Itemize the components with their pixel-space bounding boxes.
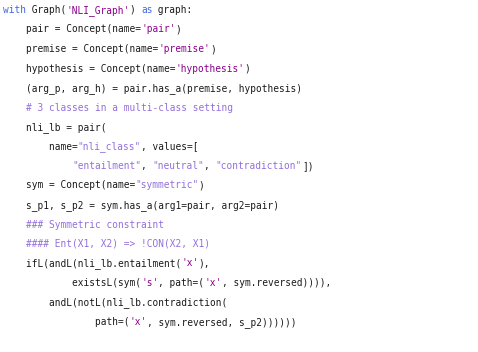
Text: ,: , [204, 161, 216, 171]
Text: 'pair': 'pair' [141, 25, 175, 34]
Text: existsL(sym(: existsL(sym( [3, 278, 141, 288]
Text: 'x': 'x' [204, 278, 221, 288]
Text: ): ) [198, 181, 204, 190]
Text: with: with [3, 5, 26, 15]
Text: , sym.reversed)))),: , sym.reversed)))), [221, 278, 331, 288]
Text: ): ) [210, 44, 216, 54]
Text: hypothesis = Concept(name=: hypothesis = Concept(name= [3, 63, 175, 74]
Text: ### Symmetric constraint: ### Symmetric constraint [3, 220, 164, 230]
Text: pair = Concept(name=: pair = Concept(name= [3, 25, 141, 34]
Text: sym = Concept(name=: sym = Concept(name= [3, 181, 135, 190]
Text: premise = Concept(name=: premise = Concept(name= [3, 44, 158, 54]
Text: #### Ent(X1, X2) => !CON(X2, X1): #### Ent(X1, X2) => !CON(X2, X1) [3, 239, 210, 249]
Text: "entailment": "entailment" [72, 161, 141, 171]
Text: 'NLI_Graph': 'NLI_Graph' [66, 5, 130, 16]
Text: , values=[: , values=[ [141, 142, 198, 151]
Text: Graph(: Graph( [26, 5, 66, 15]
Text: 'x': 'x' [181, 258, 198, 269]
Text: name=: name= [3, 142, 78, 151]
Text: nli_lb = pair(: nli_lb = pair( [3, 122, 107, 133]
Text: graph:: graph: [152, 5, 193, 15]
Text: , sym.reversed, s_p2)))))): , sym.reversed, s_p2)))))) [147, 317, 296, 328]
Text: ): ) [175, 25, 181, 34]
Text: "neutral": "neutral" [152, 161, 204, 171]
Text: "contradiction": "contradiction" [216, 161, 302, 171]
Text: ifL(andL(nli_lb.entailment(: ifL(andL(nli_lb.entailment( [3, 258, 181, 269]
Text: ): ) [245, 63, 250, 74]
Text: 'hypothesis': 'hypothesis' [175, 63, 245, 74]
Text: # 3 classes in a multi-class setting: # 3 classes in a multi-class setting [3, 102, 233, 113]
Text: andL(notL(nli_lb.contradiction(: andL(notL(nli_lb.contradiction( [3, 297, 227, 308]
Text: 's': 's' [141, 278, 158, 288]
Text: "symmetric": "symmetric" [135, 181, 198, 190]
Text: 'x': 'x' [130, 317, 147, 327]
Text: s_p1, s_p2 = sym.has_a(arg1=pair, arg2=pair): s_p1, s_p2 = sym.has_a(arg1=pair, arg2=p… [3, 200, 279, 211]
Text: as: as [141, 5, 152, 15]
Text: ),: ), [198, 258, 210, 269]
Text: ,: , [141, 161, 152, 171]
Text: 'premise': 'premise' [158, 44, 210, 54]
Text: path=(: path=( [3, 317, 130, 327]
Text: ): ) [130, 5, 141, 15]
Text: "nli_class": "nli_class" [78, 142, 141, 152]
Text: , path=(: , path=( [158, 278, 204, 288]
Text: ]): ]) [302, 161, 314, 171]
Text: (arg_p, arg_h) = pair.has_a(premise, hypothesis): (arg_p, arg_h) = pair.has_a(premise, hyp… [3, 83, 302, 94]
